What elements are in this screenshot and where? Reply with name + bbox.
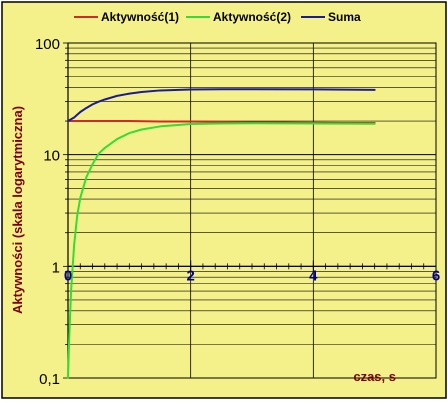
y-tick-label: 10 (43, 148, 60, 165)
legend-label: Suma (328, 10, 361, 24)
series-line-3 (67, 88, 376, 123)
x-tick-label: 4 (309, 267, 318, 284)
x-tick-label: 6 (432, 267, 440, 284)
y-tick-label: 100 (35, 36, 60, 53)
axes (63, 42, 437, 379)
series-layer (67, 88, 376, 379)
legend: Aktywność(1) Aktywność(2) Suma (74, 10, 361, 24)
x-axis-label: czas, s (353, 369, 396, 384)
legend-label: Aktywność(2) (213, 10, 291, 24)
series-line-2 (67, 122, 376, 379)
y-axis-label: Aktywności (skala logarytmiczna) (10, 106, 25, 314)
x-tick-label: 0 (64, 267, 72, 284)
y-tick-label: 1 (52, 259, 60, 276)
y-tick-label: 0,1 (39, 371, 60, 388)
tick-labels: 0,1 1 10 100 0 2 4 6 (35, 36, 440, 388)
plot-area (67, 42, 437, 379)
legend-label: Aktywność(1) (101, 10, 179, 24)
x-tick-label: 2 (186, 267, 194, 284)
